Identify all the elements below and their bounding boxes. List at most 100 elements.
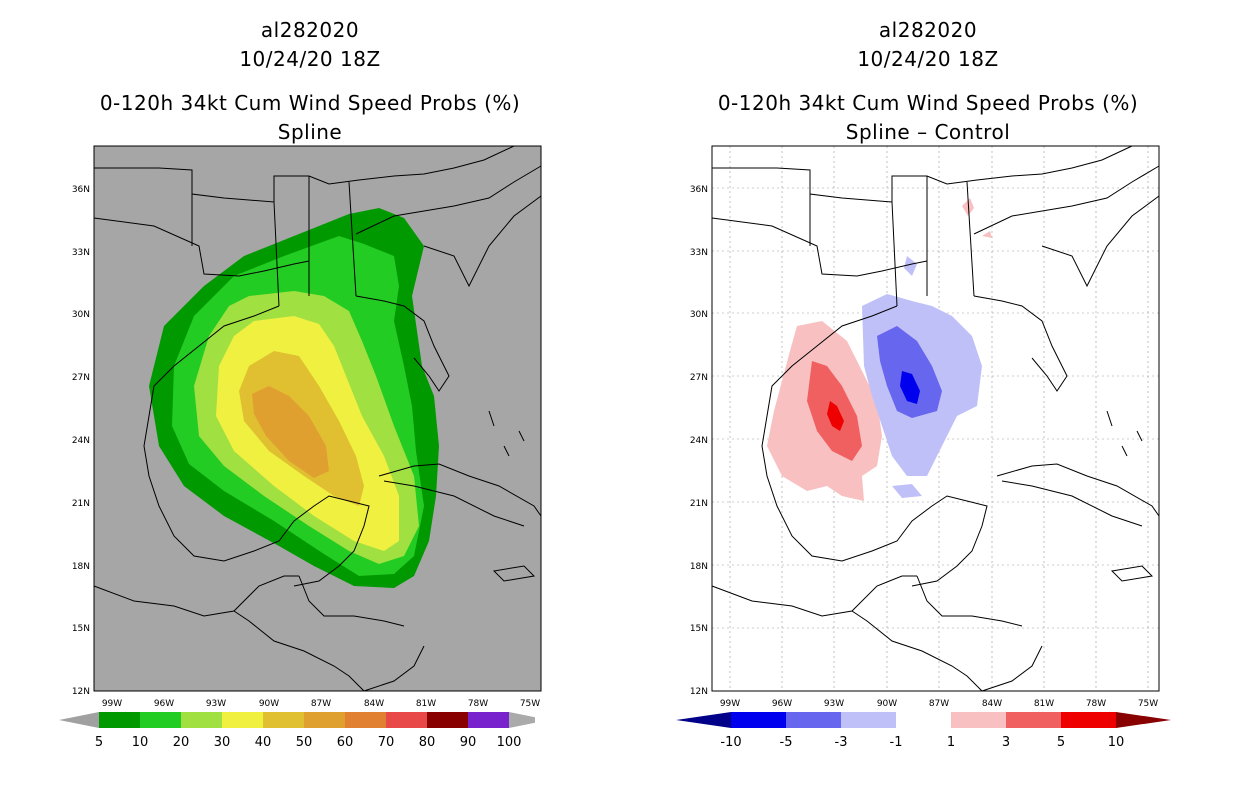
left-map-frame bbox=[93, 145, 542, 692]
colorbar-box bbox=[345, 712, 386, 728]
left-datetime: 10/24/20 18Z bbox=[239, 47, 381, 71]
lat-label: 33N bbox=[690, 248, 708, 258]
probability-contours bbox=[149, 208, 439, 588]
lat-label: 21N bbox=[72, 499, 90, 509]
colorbar-label: 30 bbox=[214, 735, 231, 750]
colorbar-label: -10 bbox=[720, 735, 741, 750]
left-product-title: 0-120h 34kt Cum Wind Speed Probs (%) bbox=[99, 91, 521, 115]
colorbar-box bbox=[140, 712, 181, 728]
contour-50 bbox=[252, 386, 329, 478]
colorbar-label: -5 bbox=[780, 735, 793, 750]
lat-label: 24N bbox=[72, 436, 90, 446]
left-colorbar-labels: 5 10 20 30 40 50 60 70 80 90 100 bbox=[95, 735, 522, 750]
lon-label: 93W bbox=[206, 699, 226, 709]
lon-label: 96W bbox=[154, 699, 174, 709]
colorbar-right-arrow bbox=[1116, 712, 1171, 728]
lon-label: 75W bbox=[520, 699, 540, 709]
lon-label: 78W bbox=[1086, 699, 1106, 709]
right-lon-labels: 99W 96W 93W 90W 87W 84W 81W 78W 75W bbox=[720, 699, 1158, 709]
lon-label: 99W bbox=[720, 699, 740, 709]
colorbar-label: 10 bbox=[132, 735, 149, 750]
left-map: 36N 33N 30N 27N 24N 21N 18N 15N 12N 99W … bbox=[72, 145, 542, 709]
lon-label: 84W bbox=[364, 699, 384, 709]
colorbar-label: 70 bbox=[378, 735, 395, 750]
lat-label: 12N bbox=[72, 687, 90, 697]
right-colorbar: -10 -5 -3 -1 1 3 5 10 bbox=[676, 712, 1171, 750]
left-lon-labels: 99W 96W 93W 90W 87W 84W 81W 78W 75W bbox=[102, 699, 540, 709]
colorbar-box bbox=[263, 712, 304, 728]
contour-pos-5 bbox=[827, 401, 844, 431]
colorbar-label: 1 bbox=[947, 735, 955, 750]
lat-label: 36N bbox=[72, 185, 90, 195]
colorbar-label: 80 bbox=[419, 735, 436, 750]
left-colorbar: 5 10 20 30 40 50 60 70 80 90 100 bbox=[59, 712, 535, 750]
lat-label: 18N bbox=[72, 562, 90, 572]
colorbar-box bbox=[1006, 712, 1061, 728]
colorbar-box bbox=[951, 712, 1006, 728]
right-lat-labels: 36N 33N 30N 27N 24N 21N 18N 15N 12N bbox=[690, 185, 708, 697]
colorbar-left-arrow bbox=[676, 712, 731, 728]
lat-label: 15N bbox=[72, 624, 90, 634]
colorbar-label: 40 bbox=[255, 735, 272, 750]
colorbar-box bbox=[181, 712, 222, 728]
lat-label: 21N bbox=[690, 499, 708, 509]
difference-contours bbox=[767, 198, 992, 501]
colorbar-label: 100 bbox=[497, 735, 522, 750]
lat-label: 30N bbox=[72, 310, 90, 320]
right-map-frame bbox=[711, 145, 1160, 692]
right-colorbar-boxes bbox=[676, 712, 1171, 728]
colorbar-label: -3 bbox=[835, 735, 848, 750]
lon-label: 87W bbox=[929, 699, 949, 709]
colorbar-box bbox=[896, 712, 951, 728]
lon-label: 87W bbox=[311, 699, 331, 709]
colorbar-box bbox=[427, 712, 468, 728]
lat-label: 33N bbox=[72, 248, 90, 258]
colorbar-right-arrow bbox=[509, 712, 535, 728]
colorbar-label: 60 bbox=[337, 735, 354, 750]
right-datetime: 10/24/20 18Z bbox=[857, 47, 999, 71]
left-lat-labels: 36N 33N 30N 27N 24N 21N 18N 15N 12N bbox=[72, 185, 90, 697]
left-storm-id: al282020 bbox=[260, 18, 360, 42]
lat-label: 27N bbox=[690, 373, 708, 383]
colorbar-box bbox=[99, 712, 140, 728]
colorbar-box bbox=[304, 712, 345, 728]
colorbar-box bbox=[468, 712, 509, 728]
colorbar-box bbox=[1061, 712, 1116, 728]
colorbar-box bbox=[786, 712, 841, 728]
right-subtitle: Spline – Control bbox=[845, 120, 1011, 144]
lon-label: 90W bbox=[259, 699, 279, 709]
colorbar-label: 5 bbox=[1057, 735, 1065, 750]
lon-label: 84W bbox=[982, 699, 1002, 709]
right-storm-id: al282020 bbox=[878, 18, 978, 42]
colorbar-label: 90 bbox=[460, 735, 477, 750]
left-coastlines bbox=[93, 145, 542, 692]
colorbar-label: 50 bbox=[296, 735, 313, 750]
colorbar-box bbox=[386, 712, 427, 728]
left-colorbar-boxes bbox=[59, 712, 535, 728]
contour-pos-small bbox=[962, 198, 992, 238]
lat-label: 27N bbox=[72, 373, 90, 383]
lon-label: 81W bbox=[1034, 699, 1054, 709]
colorbar-box bbox=[222, 712, 263, 728]
lon-label: 93W bbox=[824, 699, 844, 709]
lon-label: 99W bbox=[102, 699, 122, 709]
right-colorbar-labels: -10 -5 -3 -1 1 3 5 10 bbox=[720, 735, 1124, 750]
colorbar-label: -1 bbox=[890, 735, 903, 750]
colorbar-label: 10 bbox=[1108, 735, 1125, 750]
colorbar-box bbox=[731, 712, 786, 728]
lat-label: 36N bbox=[690, 185, 708, 195]
contour-neg-3 bbox=[877, 326, 942, 418]
lat-label: 18N bbox=[690, 562, 708, 572]
lat-label: 12N bbox=[690, 687, 708, 697]
lat-label: 15N bbox=[690, 624, 708, 634]
left-subtitle: Spline bbox=[277, 120, 343, 144]
colorbar-box bbox=[841, 712, 896, 728]
colorbar-label: 3 bbox=[1002, 735, 1010, 750]
lon-label: 78W bbox=[468, 699, 488, 709]
lon-label: 81W bbox=[416, 699, 436, 709]
colorbar-label: 20 bbox=[173, 735, 190, 750]
lon-label: 96W bbox=[772, 699, 792, 709]
right-coastlines bbox=[711, 145, 1160, 692]
contour-neg-5 bbox=[900, 371, 920, 404]
colorbar-label: 5 bbox=[95, 735, 103, 750]
